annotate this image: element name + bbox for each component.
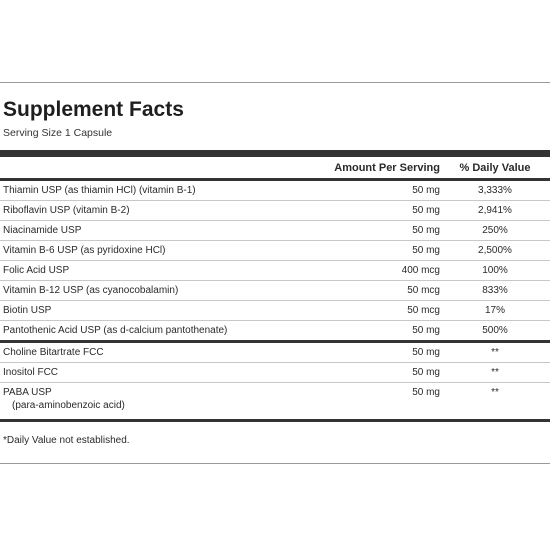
nutrient-row: Pantothenic Acid USP (as d-calcium panto… bbox=[0, 321, 550, 343]
ingredient-name: Inositol FCC bbox=[3, 367, 59, 378]
nutrient-amount: 50 mg bbox=[412, 225, 440, 236]
nutrient-name: Pantothenic Acid USP (as d-calcium panto… bbox=[3, 325, 228, 336]
nutrient-row: Folic Acid USP 400 mcg 100% bbox=[0, 261, 550, 281]
ingredient-daily-value: ** bbox=[491, 367, 499, 378]
nutrient-name: Niacinamide USP bbox=[3, 225, 82, 236]
ingredient-name: Choline Bitartrate FCC bbox=[3, 347, 104, 358]
supplement-facts-panel bbox=[0, 82, 550, 464]
panel-title: Supplement Facts bbox=[3, 98, 184, 121]
ingredient-name: PABA USP bbox=[3, 387, 52, 398]
nutrient-amount: 50 mg bbox=[412, 185, 440, 196]
nutrient-amount: 50 mg bbox=[412, 245, 440, 256]
other-ingredient-row: Inositol FCC 50 mg ** bbox=[0, 363, 550, 383]
nutrient-daily-value: 500% bbox=[482, 325, 508, 336]
nutrient-amount: 50 mg bbox=[412, 205, 440, 216]
ingredient-amount: 50 mg bbox=[412, 387, 440, 398]
nutrient-row: Thiamin USP (as thiamin HCl) (vitamin B-… bbox=[0, 181, 550, 201]
ingredient-amount: 50 mg bbox=[412, 347, 440, 358]
thick-divider bbox=[0, 150, 550, 157]
nutrient-name: Folic Acid USP bbox=[3, 265, 70, 276]
nutrient-row: Vitamin B-12 USP (as cyanocobalamin) 50 … bbox=[0, 281, 550, 301]
other-ingredient-row: PABA USP (para-aminobenzoic acid) 50 mg … bbox=[0, 383, 550, 417]
nutrient-row: Riboflavin USP (vitamin B-2) 50 mg 2,941… bbox=[0, 201, 550, 221]
nutrient-amount: 50 mcg bbox=[407, 285, 440, 296]
nutrient-daily-value: 833% bbox=[482, 285, 508, 296]
nutrient-name: Biotin USP bbox=[3, 305, 52, 316]
nutrient-daily-value: 2,500% bbox=[478, 245, 512, 256]
footnote: *Daily Value not established. bbox=[3, 435, 130, 446]
serving-size: Serving Size 1 Capsule bbox=[3, 127, 113, 139]
footnote-divider bbox=[0, 419, 550, 422]
nutrient-daily-value: 3,333% bbox=[478, 185, 512, 196]
nutrient-amount: 50 mg bbox=[412, 325, 440, 336]
ingredient-daily-value: ** bbox=[491, 387, 499, 398]
nutrient-daily-value: 17% bbox=[484, 305, 505, 316]
ingredient-daily-value: ** bbox=[491, 347, 499, 358]
nutrient-name: Vitamin B-12 USP (as cyanocobalamin) bbox=[3, 285, 179, 296]
other-ingredient-row: Choline Bitartrate FCC 50 mg ** bbox=[0, 343, 550, 363]
nutrient-amount: 400 mcg bbox=[401, 265, 440, 276]
header-divider bbox=[0, 178, 550, 181]
nutrient-daily-value: 250% bbox=[482, 225, 508, 236]
nutrient-name: Vitamin B-6 USP (as pyridoxine HCl) bbox=[3, 245, 166, 256]
nutrient-row: Niacinamide USP 50 mg 250% bbox=[0, 221, 550, 241]
nutrient-name: Riboflavin USP (vitamin B-2) bbox=[3, 205, 130, 216]
ingredient-amount: 50 mg bbox=[412, 367, 440, 378]
nutrient-daily-value: 2,941% bbox=[478, 205, 512, 216]
nutrient-daily-value: 100% bbox=[482, 265, 508, 276]
daily-value-header: % Daily Value bbox=[459, 162, 531, 174]
nutrient-amount: 50 mcg bbox=[407, 305, 440, 316]
amount-per-serving-header: Amount Per Serving bbox=[334, 162, 440, 174]
ingredient-subname: (para-aminobenzoic acid) bbox=[12, 400, 125, 411]
nutrient-row: Biotin USP 50 mcg 17% bbox=[0, 301, 550, 321]
nutrient-list: Thiamin USP (as thiamin HCl) (vitamin B-… bbox=[0, 181, 550, 417]
nutrient-name: Thiamin USP (as thiamin HCl) (vitamin B-… bbox=[3, 185, 196, 196]
nutrient-row: Vitamin B-6 USP (as pyridoxine HCl) 50 m… bbox=[0, 241, 550, 261]
